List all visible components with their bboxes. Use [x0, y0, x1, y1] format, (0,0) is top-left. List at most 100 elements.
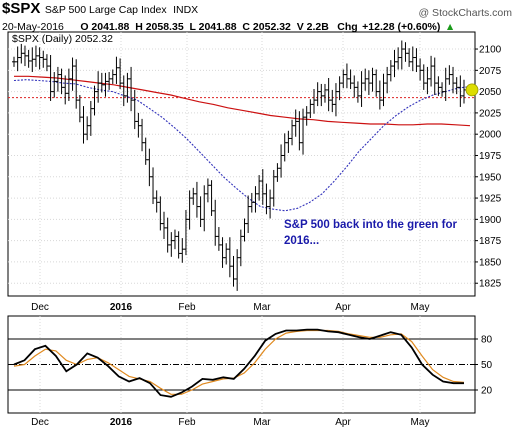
ma200-path	[14, 75, 471, 127]
ohlc-bar	[377, 80, 382, 110]
ohlc-bar	[151, 167, 156, 205]
price-xtick-label: Feb	[178, 302, 196, 313]
ohlc-bar	[172, 229, 177, 250]
ohlc-bar	[191, 187, 196, 205]
price-tick-label: 2025	[479, 108, 502, 119]
ohlc-bar	[129, 66, 134, 112]
ohlc-bar	[326, 77, 331, 112]
ohlc-bars	[12, 40, 466, 291]
ohlc-bar	[443, 67, 448, 101]
ohlc-bar	[370, 67, 375, 92]
indicator-fast-line	[13, 328, 464, 398]
ohlc-bar	[381, 73, 386, 107]
ohlc-bar	[399, 40, 404, 70]
price-tick-label: 2000	[479, 130, 502, 141]
index-name: S&P 500 Large Cap Index	[44, 4, 167, 16]
ohlc-bar	[26, 49, 31, 68]
ohlc-bar	[140, 118, 145, 152]
ohlc-bar	[158, 196, 163, 231]
ohlc-bar	[81, 106, 86, 144]
change-label: Chg	[337, 21, 358, 33]
ohlc-bar	[44, 54, 49, 72]
ohlc-bar	[213, 199, 218, 246]
ohlc-bar	[344, 63, 349, 89]
indicator-xtick-label: May	[411, 417, 430, 428]
ohlc-bar	[176, 231, 181, 259]
price-tick-label: 2050	[479, 87, 502, 98]
ohlc-bar	[59, 68, 64, 95]
ohlc-bar	[282, 133, 287, 162]
ohlc-bar	[385, 66, 390, 94]
annotation-line-2: 2016...	[284, 235, 319, 247]
ohlc-bar	[15, 46, 20, 72]
ohlc-bar	[202, 185, 207, 232]
ohlc-bar	[418, 58, 423, 81]
ohlc-bar	[312, 89, 316, 114]
price-gridlines	[8, 32, 475, 296]
ohlc-bar	[425, 66, 430, 95]
ohlc-bar	[293, 109, 298, 137]
ohlc-bar	[154, 190, 159, 213]
ohlc-bar	[414, 48, 419, 73]
ohlc-bar	[110, 69, 115, 84]
ohlc-bar	[70, 57, 75, 91]
ohlc-bar	[242, 218, 247, 242]
ohlc-bar	[103, 72, 108, 97]
ohlc-bar	[165, 217, 170, 253]
ohlc-bar	[205, 178, 210, 203]
ohlc-bar	[264, 183, 269, 215]
ohlc-bar	[308, 99, 313, 119]
ma50-line	[13, 79, 471, 212]
price-tick-label: 1975	[479, 151, 502, 162]
ohlc-bar	[366, 70, 371, 96]
indicator-time-axis: Dec 2016 Feb Mar Apr May	[31, 417, 429, 428]
price-xtick-label: 2016	[110, 302, 133, 313]
ohlc-bar	[77, 95, 82, 123]
price-legend: $SPX (Daily) 2052.32	[12, 33, 113, 45]
ohlc-bar	[319, 83, 324, 107]
ohlc-bar	[396, 47, 401, 70]
ohlc-bar	[330, 89, 335, 113]
up-arrow-icon: ▲	[444, 21, 456, 33]
ohlc-bar	[220, 237, 225, 268]
ma50-path	[13, 79, 471, 212]
ohlc-bar	[180, 238, 185, 263]
ohlc-bar	[440, 82, 445, 97]
ohlc-bar	[114, 56, 119, 84]
last-price-marker	[465, 83, 479, 97]
change-value: +12.28 (+0.60%)	[362, 21, 441, 33]
ohlc-bar	[30, 47, 35, 73]
price-tick-label: 1825	[479, 279, 502, 290]
chart-header: $SPX S&P 500 Large Cap Index INDX	[2, 0, 198, 18]
indicator-tick-label: 80	[481, 335, 493, 346]
ohlc-bar	[143, 137, 148, 165]
ohlc-bar	[231, 255, 236, 287]
ohlc-bar	[462, 79, 466, 104]
ohlc-bar	[337, 76, 342, 101]
price-tick-label: 1900	[479, 215, 502, 226]
ticker-symbol: $SPX	[2, 0, 41, 17]
ohlc-bar	[136, 112, 141, 138]
ohlc-bar	[359, 71, 364, 107]
indicator-slow-line	[13, 329, 465, 395]
ohlc-bar	[162, 211, 166, 239]
ohlc-bar	[246, 195, 251, 233]
price-time-axis: Dec 2016 Feb Mar Apr May	[31, 302, 429, 313]
ohlc-bar	[253, 186, 258, 213]
indicator-lines	[13, 328, 465, 398]
exchange-label: INDX	[173, 4, 199, 16]
ohlc-bar	[301, 108, 306, 155]
indicator-axis: 20 50 80	[475, 335, 493, 397]
ohlc-bar	[260, 169, 265, 205]
price-axis: 1825 1850 1875 1900 1925 1950 1975 2000 2025 2050…	[475, 45, 502, 290]
price-tick-label: 2100	[479, 45, 502, 56]
ohlc-values: O 2041.88 H 2058.35 L 2041.88 C 2052.32 …	[80, 21, 329, 33]
ohlc-bar	[99, 72, 104, 93]
ohlc-bar	[147, 148, 152, 187]
ohlc-bar	[238, 229, 243, 267]
ohlc-bar	[107, 72, 112, 90]
ohlc-bar	[271, 169, 276, 207]
ohlc-bar	[333, 83, 338, 117]
ohlc-bar	[194, 181, 199, 218]
